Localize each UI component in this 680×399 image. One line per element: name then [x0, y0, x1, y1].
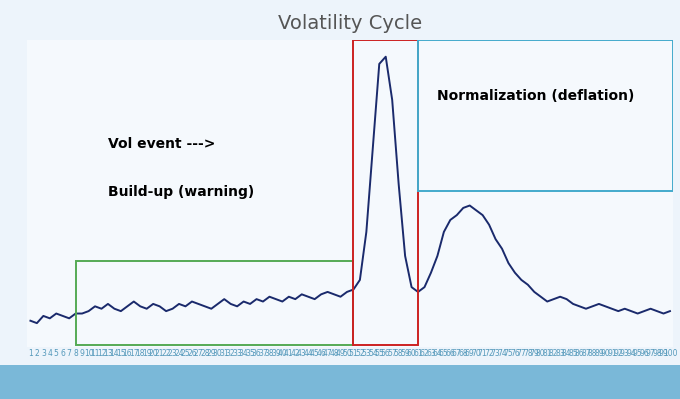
Bar — [418, 40, 673, 191]
Text: Normalization (deflation): Normalization (deflation) — [437, 89, 635, 103]
Text: Build-up (warning): Build-up (warning) — [108, 185, 254, 199]
Title: Volatility Cycle: Volatility Cycle — [278, 14, 422, 33]
Text: Vol event --->: Vol event ---> — [108, 137, 216, 151]
Bar — [354, 40, 418, 345]
Bar — [75, 261, 354, 345]
